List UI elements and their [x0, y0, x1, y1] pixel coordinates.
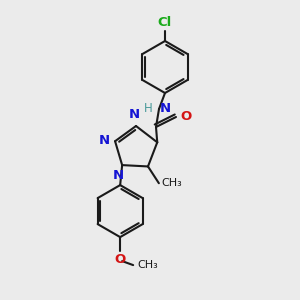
Text: N: N: [99, 134, 110, 147]
Text: H: H: [144, 101, 153, 115]
Text: N: N: [128, 108, 140, 121]
Text: Cl: Cl: [158, 16, 172, 29]
Text: N: N: [160, 101, 171, 115]
Text: O: O: [115, 253, 126, 266]
Text: O: O: [180, 110, 191, 124]
Text: CH₃: CH₃: [137, 260, 158, 270]
Text: N: N: [112, 169, 124, 182]
Text: CH₃: CH₃: [162, 178, 183, 188]
